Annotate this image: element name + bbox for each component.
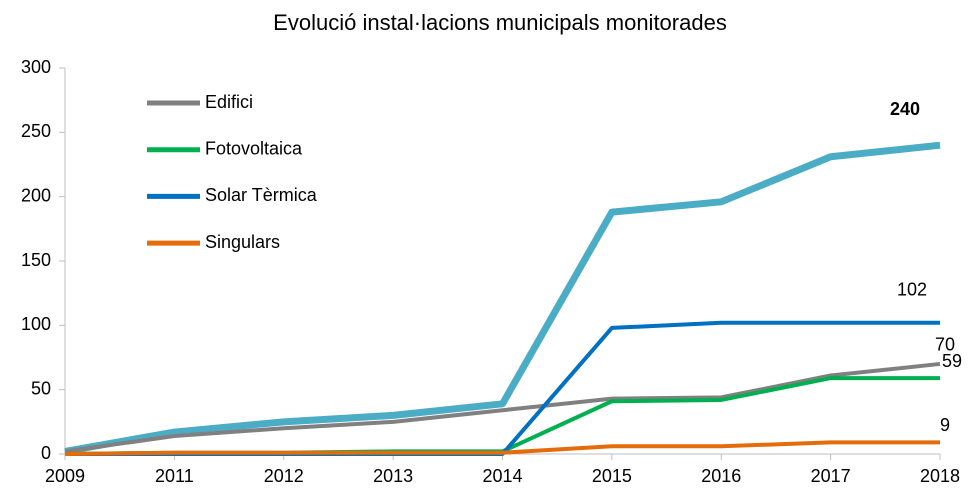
x-tick-label: 2014 xyxy=(482,466,522,486)
series-line xyxy=(64,141,941,455)
x-tick-label: 2011 xyxy=(155,466,194,486)
x-tick-label: 2012 xyxy=(264,466,304,486)
series-line xyxy=(64,361,941,454)
data-label: 70 xyxy=(935,335,955,355)
x-tick-label: 2017 xyxy=(811,466,851,486)
x-tick-label: 2009 xyxy=(45,466,85,486)
legend-label: Edifici xyxy=(205,92,253,112)
y-tick-label: 100 xyxy=(21,314,51,334)
data-label: 102 xyxy=(897,280,927,300)
chart-title: Evolució instal·lacions municipals monit… xyxy=(273,10,727,35)
data-label: 59 xyxy=(942,351,962,371)
y-tick-label: 200 xyxy=(21,185,51,205)
series-line xyxy=(64,440,940,456)
data-label: 9 xyxy=(940,415,950,435)
x-tick-label: 2015 xyxy=(592,466,632,486)
legend-label: Singulars xyxy=(205,232,280,252)
y-tick-label: 50 xyxy=(31,378,51,398)
legend-label: Solar Tèrmica xyxy=(205,185,318,205)
legend-label: Fotovoltaica xyxy=(205,138,303,158)
x-tick-label: 2013 xyxy=(373,466,413,486)
data-label: 240 xyxy=(890,99,920,119)
y-tick-label: 250 xyxy=(21,121,51,141)
y-tick-label: 300 xyxy=(21,57,51,77)
y-tick-label: 150 xyxy=(21,250,51,270)
x-tick-label: 2016 xyxy=(701,466,741,486)
y-tick-label: 0 xyxy=(41,443,51,463)
x-tick-label: 2018 xyxy=(920,466,960,486)
